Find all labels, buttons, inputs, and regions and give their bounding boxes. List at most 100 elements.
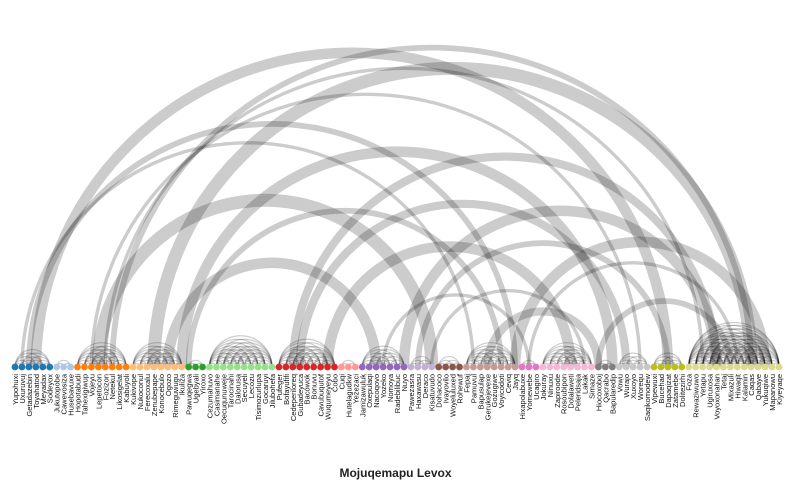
node-label: Gerukejevexe xyxy=(483,374,492,420)
intra-group-link xyxy=(549,349,586,368)
node-label: Pamuvul xyxy=(469,374,478,404)
intra-group-link xyxy=(722,346,766,368)
node-dot xyxy=(268,363,276,371)
node-dot xyxy=(122,363,130,371)
intra-group-link xyxy=(76,342,127,368)
intra-group-link xyxy=(729,356,752,368)
node-dot xyxy=(344,363,352,371)
intra-group-link xyxy=(278,356,301,368)
node-dot xyxy=(317,363,324,371)
node-label: Cedeperiloreq xyxy=(289,374,298,421)
intra-group-link xyxy=(729,342,780,368)
node-label: Hutelagudkw xyxy=(344,373,353,417)
node-label: Toyahatod xyxy=(32,374,41,409)
intra-group-link xyxy=(215,352,245,368)
intra-group-link xyxy=(278,342,329,368)
intra-group-link xyxy=(222,352,252,368)
link-arc xyxy=(176,146,618,368)
node-dot xyxy=(740,363,748,371)
node-dot xyxy=(574,363,581,371)
node-label: Cuqi xyxy=(337,374,346,390)
intra-group-link xyxy=(542,352,572,368)
intra-group-link xyxy=(361,356,384,368)
intra-group-link xyxy=(695,356,718,368)
intra-group-link xyxy=(757,356,780,368)
intra-group-link xyxy=(243,356,266,368)
intra-group-link xyxy=(472,349,509,368)
intra-group-link xyxy=(715,356,738,368)
node-label: Lepetocon xyxy=(94,374,103,409)
node-dot xyxy=(546,363,554,371)
node-label: Caqas xyxy=(747,374,756,396)
intra-group-link xyxy=(563,356,586,368)
node-label: Radebilibuc xyxy=(393,374,402,413)
node-dot xyxy=(678,363,686,371)
intra-group-link xyxy=(229,356,252,368)
node-label: Foza xyxy=(685,373,694,391)
intra-group-link xyxy=(278,349,315,368)
intra-group-link xyxy=(292,352,322,368)
intra-group-link xyxy=(375,352,405,368)
intra-group-link xyxy=(688,342,738,368)
intra-group-link xyxy=(292,356,315,368)
intra-group-link xyxy=(708,338,766,368)
node-label: Zapiroode xyxy=(553,374,562,408)
node-dot xyxy=(657,363,665,371)
intra-group-link xyxy=(361,352,391,368)
intra-group-link xyxy=(722,352,752,368)
intra-group-link xyxy=(132,356,155,368)
node-dot xyxy=(60,363,68,371)
intra-group-link xyxy=(702,349,738,368)
intra-group-link xyxy=(229,352,259,368)
intra-group-link xyxy=(479,356,502,368)
link-arc xyxy=(381,293,531,368)
intra-group-link xyxy=(618,352,648,368)
intra-group-link xyxy=(250,356,273,368)
node-dot xyxy=(532,363,540,371)
link-arc xyxy=(595,298,734,368)
intra-group-link xyxy=(702,328,780,368)
node-label: Kalamin xyxy=(740,374,749,401)
node-dot xyxy=(206,363,213,371)
node-label: Dalorusa xyxy=(233,373,242,404)
intra-group-link xyxy=(708,342,759,368)
intra-group-link xyxy=(146,356,169,368)
node-dot xyxy=(560,363,568,371)
intra-group-link xyxy=(146,349,183,368)
intra-group-link xyxy=(556,356,579,368)
intra-group-link xyxy=(83,349,120,368)
link-arc xyxy=(414,240,671,368)
node-label: Yiroxo xyxy=(199,374,208,395)
node-label: Casimanahe xyxy=(212,374,221,416)
node-dot xyxy=(400,363,408,371)
node-label: Wuqumeyeyu xyxy=(324,374,333,420)
node-dot xyxy=(511,363,519,371)
intra-group-link xyxy=(549,356,572,368)
intra-group-link xyxy=(708,332,780,368)
intra-group-link xyxy=(438,356,461,368)
node-label: Deraco xyxy=(421,374,430,398)
node-label: Fepaj xyxy=(462,374,471,393)
intra-group-link xyxy=(653,352,683,368)
node-dot xyxy=(32,363,40,371)
intra-group-link xyxy=(153,352,183,368)
intra-group-link xyxy=(729,346,773,368)
intra-group-link xyxy=(222,356,245,368)
node-dot xyxy=(310,363,318,371)
intra-group-link xyxy=(236,349,273,368)
intra-group-link xyxy=(306,356,329,368)
node-label: Qabaye xyxy=(754,374,763,400)
intra-group-link xyxy=(83,352,113,368)
intra-group-link xyxy=(208,342,259,368)
node-dot xyxy=(303,363,311,371)
intra-group-link xyxy=(229,349,266,368)
node-dot xyxy=(178,363,186,371)
node-label: Gozugiwe xyxy=(490,374,499,407)
intra-group-link xyxy=(208,335,273,368)
node-dot xyxy=(497,363,505,371)
link-arc xyxy=(147,61,758,368)
intra-group-link xyxy=(285,356,308,368)
intra-group-link xyxy=(653,356,676,368)
intra-group-link xyxy=(299,352,329,368)
node-label: Lakak xyxy=(581,374,590,394)
